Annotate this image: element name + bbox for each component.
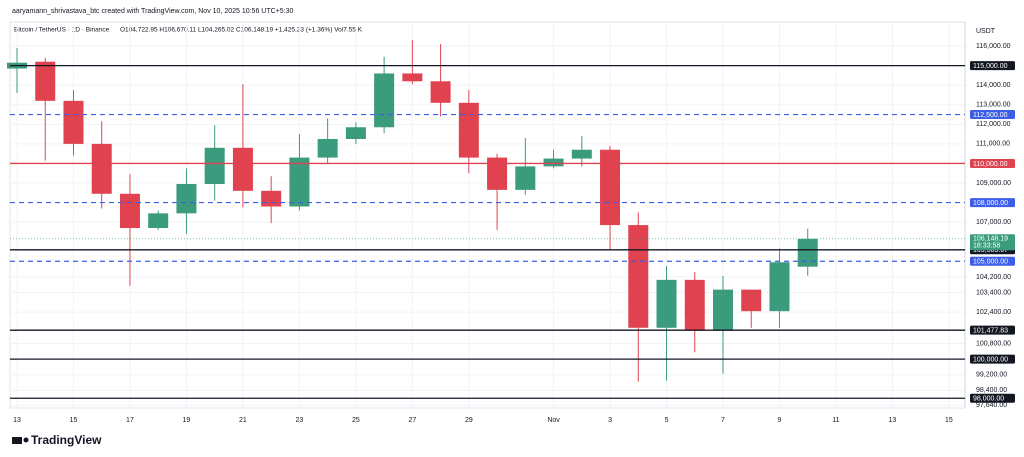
x-tick-label: 23: [296, 417, 304, 424]
logo-icon: [23, 437, 29, 443]
candle-body: [374, 73, 395, 128]
x-tick-label: 21: [239, 417, 247, 424]
y-tick-label: 112,000.00: [976, 121, 1011, 128]
last-price-label: 106,148.19: [973, 236, 1008, 243]
x-tick-label: 27: [408, 417, 416, 424]
y-tick-label: 97,640.00: [976, 402, 1007, 409]
symbol: Bitcoin / TetherUS · 1D · Binance: [14, 27, 110, 34]
level-label: 100,000.00: [973, 356, 1008, 363]
candle-body: [402, 73, 423, 82]
candle-body: [571, 149, 592, 159]
y-tick-label: 104,200.00: [976, 274, 1011, 281]
x-tick-label: 3: [608, 417, 612, 424]
candle-body: [600, 149, 621, 226]
x-tick-label: 11: [832, 417, 839, 424]
y-tick-label: 100,800.00: [976, 340, 1011, 347]
y-tick-label: 98,400.00: [976, 387, 1007, 394]
level-label-box: [970, 61, 1015, 71]
y-tick-label: 111,000.00: [976, 141, 1010, 148]
candle-body: [656, 279, 677, 328]
candle-body: [741, 289, 762, 312]
y-tick-label: 107,000.00: [976, 219, 1011, 226]
level-label: 115,000.00: [973, 63, 1008, 70]
x-tick-label: 15: [945, 417, 953, 424]
countdown: 18:33:58: [973, 243, 1000, 250]
x-tick-label: 17: [126, 417, 134, 424]
candle-body: [713, 289, 733, 331]
candle-body: [63, 100, 84, 144]
last-price-box: [970, 234, 1015, 251]
credit: aaryamann_shrivastava_btc created with T…: [12, 8, 293, 15]
candle-body: [317, 138, 338, 158]
x-tick-label: 9: [778, 417, 782, 424]
x-tick-label: 15: [70, 417, 78, 424]
level-label-box: [970, 198, 1015, 208]
logo: TradingView: [12, 433, 102, 447]
x-tick-label: 7: [721, 417, 725, 424]
y-tick-label: 114,000.00: [976, 82, 1011, 89]
candle-body: [684, 279, 705, 331]
y-tick-label: 103,400.00: [976, 289, 1011, 296]
y-tick-label: 113,000.00: [976, 102, 1011, 109]
candle-body: [289, 157, 310, 207]
candle-body: [430, 81, 451, 103]
level-label: 101,477.83: [973, 328, 1008, 335]
candle-body: [176, 183, 197, 214]
level-label-box: [970, 354, 1015, 364]
level-label: 105,585.67: [973, 247, 1008, 254]
candle-body: [797, 238, 818, 267]
level-label: 108,000.00: [973, 200, 1008, 207]
level-label-box: [970, 110, 1015, 120]
x-tick-label: 5: [665, 417, 669, 424]
x-tick-label: Nov: [547, 417, 560, 424]
candle-body: [543, 158, 564, 167]
level-label: 110,000.00: [973, 161, 1008, 168]
candle-body: [119, 193, 140, 229]
x-tick-label: 13: [889, 417, 897, 424]
currency: USDT: [976, 28, 996, 35]
ohlc: O104,722.95 H106,670.11 L104,265.02 C106…: [120, 27, 363, 34]
y-tick-label: 116,000.00: [976, 43, 1011, 50]
candle-body: [204, 147, 225, 184]
candle-body: [232, 147, 253, 191]
level-label-box: [970, 256, 1015, 266]
x-tick-label: 13: [13, 417, 21, 424]
x-tick-label: 25: [352, 417, 360, 424]
candle-body: [458, 102, 479, 158]
level-label-box: [970, 393, 1015, 403]
y-tick-label: 109,000.00: [976, 180, 1011, 187]
logo-text: TradingView: [31, 433, 102, 447]
candle-body: [345, 127, 366, 139]
candle-body: [515, 166, 536, 190]
y-tick-label: 102,400.00: [976, 309, 1011, 316]
level-label-box: [970, 158, 1015, 168]
x-tick-label: 19: [183, 417, 191, 424]
level-label: 112,500.00: [973, 112, 1008, 119]
candle-body: [148, 213, 169, 229]
candle-body: [35, 61, 56, 101]
candle-body: [261, 190, 282, 207]
candle-body: [628, 225, 649, 328]
level-label-box: [970, 325, 1015, 335]
logo-icon: [12, 437, 22, 444]
level-label: 105,000.00: [973, 259, 1008, 266]
candle-body: [91, 143, 112, 194]
candle-body: [487, 157, 508, 190]
level-label: 98,000.00: [973, 396, 1004, 403]
y-tick-label: 99,200.00: [976, 372, 1007, 379]
x-tick-label: 29: [465, 417, 473, 424]
candle-body: [769, 262, 790, 312]
